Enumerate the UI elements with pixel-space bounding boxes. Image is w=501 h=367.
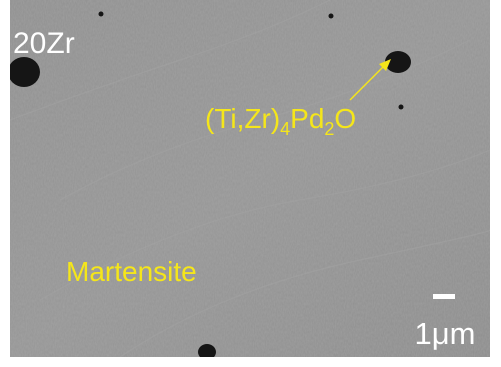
particle xyxy=(399,105,404,110)
particle xyxy=(329,14,334,19)
texture xyxy=(10,0,490,357)
formula: O xyxy=(334,103,356,134)
particle xyxy=(99,12,104,17)
subscript: 4 xyxy=(280,119,290,139)
subscript: 2 xyxy=(324,119,334,139)
particle xyxy=(198,344,216,360)
sample-label: 20Zr xyxy=(13,27,75,60)
matrix-label: Martensite xyxy=(66,256,197,287)
scale-bar xyxy=(433,294,455,299)
particle xyxy=(8,57,40,87)
formula: Pd xyxy=(290,103,324,134)
scale-bar-label: 1μm xyxy=(415,316,476,351)
micrograph: 20Zr (Ti,Zr)4Pd2O Martensite 1μm xyxy=(0,0,501,367)
formula: (Ti,Zr) xyxy=(205,103,280,134)
sem-image xyxy=(8,0,491,360)
